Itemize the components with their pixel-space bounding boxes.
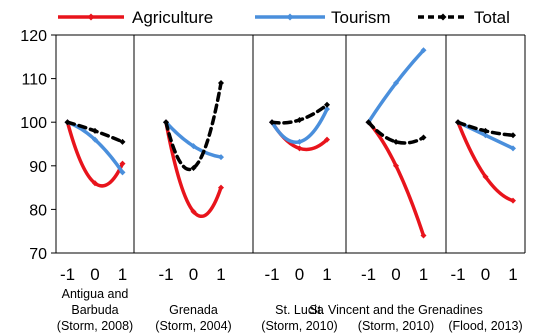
x-tick-label: 0 <box>391 265 400 284</box>
tourism-point <box>482 132 489 139</box>
legend-label-tourism: Tourism <box>331 8 391 27</box>
agriculture-point <box>482 173 489 180</box>
total-point <box>92 127 98 134</box>
x-tick-label: -1 <box>60 265 75 284</box>
panel-label: St. Vincent and the Grenadines <box>309 303 483 317</box>
total-point <box>510 132 516 139</box>
tourism-point <box>324 106 330 113</box>
panel-label: (Storm, 2010) <box>358 319 434 333</box>
panel-label: Grenada <box>169 303 218 317</box>
total-point <box>269 119 275 126</box>
tourism-point <box>393 79 399 86</box>
tourism-point <box>190 143 197 150</box>
tourism-point <box>420 47 427 54</box>
y-tick-label: 70 <box>29 246 47 263</box>
total-point <box>64 119 71 126</box>
tourism-line-panel-4 <box>366 48 426 124</box>
total-point <box>365 119 372 126</box>
panel-label: St. Lucia <box>275 303 324 317</box>
y-tick-label: 90 <box>29 159 47 176</box>
x-tick-label: 1 <box>216 265 225 284</box>
total-point <box>482 127 489 134</box>
agriculture-point <box>324 136 330 143</box>
panel-label: (Storm, 2008) <box>57 319 133 333</box>
legend-marker-total <box>439 13 447 21</box>
total-point <box>218 79 224 86</box>
x-tick-label: 0 <box>189 265 198 284</box>
total-point <box>393 138 399 145</box>
x-tick-label: 1 <box>322 265 331 284</box>
x-tick-label: -1 <box>450 265 465 284</box>
agriculture-point <box>92 180 98 187</box>
agriculture-point <box>510 197 516 204</box>
legend-marker-tourism <box>286 13 294 21</box>
y-tick-label: 100 <box>20 115 47 132</box>
total-point <box>119 138 126 145</box>
legend-marker-agriculture <box>87 13 95 21</box>
agriculture-point <box>420 232 427 239</box>
total-point <box>190 164 197 171</box>
x-tick-label: -1 <box>158 265 173 284</box>
total-line-panel-4 <box>366 120 426 145</box>
agriculture-point <box>296 145 303 152</box>
x-tick-label: 0 <box>481 265 490 284</box>
agriculture-point <box>190 208 197 215</box>
tourism-point <box>296 138 303 145</box>
y-tick-label: 110 <box>21 72 47 89</box>
total-point <box>455 119 461 126</box>
x-tick-label: 0 <box>295 265 304 284</box>
legend-label-agriculture: Agriculture <box>132 8 213 27</box>
x-tick-label: -1 <box>264 265 279 284</box>
x-tick-label: 0 <box>90 265 99 284</box>
panel-label: (Flood, 2013) <box>448 319 522 333</box>
tourism-point <box>119 169 126 176</box>
x-tick-label: 1 <box>419 265 428 284</box>
y-tick-label: 80 <box>29 202 47 219</box>
panel-label: Barbuda <box>71 303 118 317</box>
x-tick-label: 1 <box>118 265 127 284</box>
panel-label: (Storm, 2010) <box>261 319 337 333</box>
x-tick-label: -1 <box>361 265 376 284</box>
y-tick-label: 120 <box>20 28 47 45</box>
total-point <box>296 117 303 124</box>
tourism-line-panel-3 <box>270 107 329 144</box>
agriculture-point <box>218 184 224 191</box>
panel-label: Antigua and <box>62 287 129 301</box>
total-point <box>420 134 427 141</box>
agriculture-point <box>119 160 126 167</box>
tourism-point <box>510 145 516 152</box>
x-tick-label: 1 <box>508 265 517 284</box>
tourism-point <box>218 154 224 161</box>
total-point <box>324 101 330 108</box>
agriculture-point <box>393 162 399 169</box>
tourism-point <box>92 136 98 143</box>
total-point <box>163 119 169 126</box>
legend-label-total: Total <box>474 8 510 27</box>
panel-label: (Storm, 2004) <box>155 319 231 333</box>
